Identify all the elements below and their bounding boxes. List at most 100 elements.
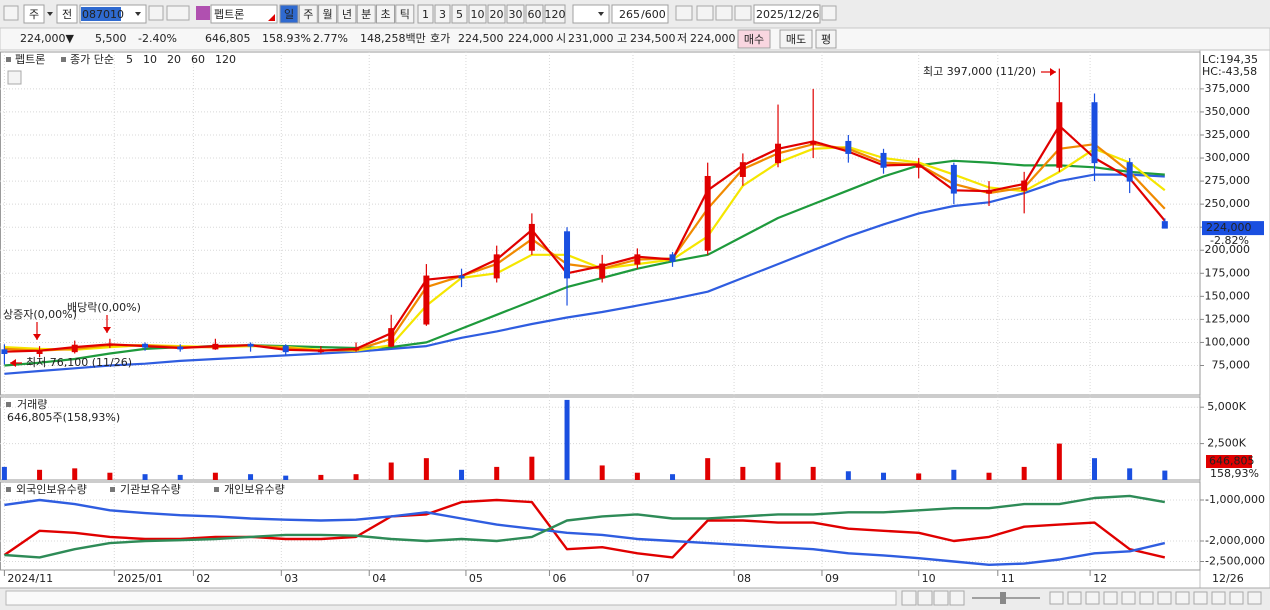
period-button: 주: [303, 8, 313, 21]
interval-button-box[interactable]: [544, 4, 566, 24]
x-tick-label: 08: [737, 572, 751, 585]
interval-button-box[interactable]: [451, 4, 468, 24]
scroll-track[interactable]: [5, 590, 897, 606]
stock-code: 087010: [82, 8, 124, 21]
market-box[interactable]: [23, 4, 45, 24]
candle-body: [704, 175, 711, 251]
scroll-button[interactable]: [933, 590, 949, 606]
quote-open: 231,000: [568, 32, 614, 45]
candle-body: [1056, 102, 1063, 168]
legend-bullet: [214, 487, 219, 492]
dropdown-arrow[interactable]: [47, 12, 53, 16]
interval-button-box[interactable]: [468, 4, 487, 24]
volume-bar: [1021, 466, 1027, 480]
legend-entry: 개인보유수량: [224, 483, 285, 496]
interval-select[interactable]: [572, 4, 610, 24]
scroll-button[interactable]: [917, 590, 933, 606]
candle-body: [282, 345, 289, 353]
market: 주: [29, 8, 39, 21]
search-icon[interactable]: [148, 5, 164, 21]
tool-button[interactable]: [1193, 591, 1208, 605]
volume-bar: [318, 474, 324, 480]
tool-button[interactable]: [1103, 591, 1118, 605]
period-button-box[interactable]: [337, 4, 357, 24]
tool-icon[interactable]: [675, 5, 693, 21]
name-box[interactable]: [210, 4, 278, 24]
tool-button[interactable]: [1157, 591, 1172, 605]
scope: 전: [62, 8, 72, 21]
period-button-box[interactable]: [376, 4, 395, 24]
tool-button[interactable]: [1121, 591, 1136, 605]
zoom-thumb[interactable]: [1000, 592, 1006, 604]
scroll-button[interactable]: [949, 590, 965, 606]
tool-button[interactable]: [1229, 591, 1244, 605]
x-tick-label: 12: [1093, 572, 1107, 585]
tool-icon[interactable]: [715, 5, 733, 21]
tool-button[interactable]: [1211, 591, 1226, 605]
y-tick-label: 350,000: [1205, 105, 1251, 118]
period-button-box[interactable]: [356, 4, 376, 24]
last-volume-box: [1206, 455, 1252, 468]
interval-button-box[interactable]: [506, 4, 525, 24]
interval-button-box[interactable]: [525, 4, 544, 24]
interval-button-box[interactable]: [487, 4, 506, 24]
tool-icon[interactable]: [734, 5, 752, 21]
interval-button: 1: [422, 8, 429, 21]
avg-button-box[interactable]: [815, 29, 837, 49]
legend-bullet: [6, 402, 11, 407]
interval-button-box[interactable]: [417, 4, 434, 24]
stock-type-icon[interactable]: [196, 6, 210, 20]
period-button-box[interactable]: [318, 4, 338, 24]
tool-button[interactable]: [1139, 591, 1154, 605]
candle-body: [880, 152, 887, 168]
dropdown-arrow[interactable]: [135, 12, 141, 16]
quote-turnover: 2.77%: [313, 32, 348, 45]
series-line: [4, 494, 1166, 559]
count-box[interactable]: [611, 4, 669, 24]
volume-bar: [353, 474, 359, 480]
quote-change-pct: -2.40%: [138, 32, 177, 45]
interval-button: 60: [528, 8, 542, 21]
icon[interactable]: [3, 5, 19, 21]
sell-button-box[interactable]: [779, 29, 813, 49]
date-box[interactable]: [753, 4, 821, 24]
volume-bar: [423, 458, 429, 480]
volume-bar: [881, 472, 887, 480]
tool-button[interactable]: [1175, 591, 1190, 605]
tool-icon[interactable]: [696, 5, 714, 21]
volume-bar: [916, 473, 922, 480]
sound-icon[interactable]: [166, 5, 190, 21]
last-price: 224,000: [1206, 221, 1252, 234]
calendar-icon[interactable]: [821, 5, 837, 21]
candle-body: [1091, 102, 1098, 164]
legend-ma-title: 종가 단순: [70, 53, 114, 66]
y-tick-label: 100,000: [1205, 335, 1251, 348]
period-button: 분: [361, 8, 371, 21]
buy-button: 매수: [744, 33, 764, 46]
tool-button[interactable]: [1067, 591, 1082, 605]
buy-button-box[interactable]: [737, 29, 771, 49]
period-button-box[interactable]: [279, 4, 299, 24]
legend-bullet: [110, 487, 115, 492]
candle-body: [915, 164, 922, 168]
scroll-button[interactable]: [901, 590, 917, 606]
x-tick-label: 06: [552, 572, 566, 585]
tool-button[interactable]: [1085, 591, 1100, 605]
volume-bar: [72, 468, 78, 480]
dropdown-arrow[interactable]: [598, 12, 604, 16]
volume-bar: [740, 466, 746, 480]
candle-body: [71, 344, 78, 353]
tool-button[interactable]: [1049, 591, 1064, 605]
scope-box[interactable]: [56, 4, 78, 24]
period-button-box[interactable]: [298, 4, 318, 24]
y-tick-label: 325,000: [1205, 128, 1251, 141]
period-button-box[interactable]: [395, 4, 415, 24]
volume-bar: [986, 472, 992, 480]
tool-button[interactable]: [1247, 591, 1262, 605]
candle-body: [1126, 162, 1133, 182]
calendar-button[interactable]: [7, 70, 22, 85]
quote-ask: 224,500: [458, 32, 504, 45]
y-tick-label: -1,000,000: [1205, 493, 1265, 506]
interval-button-box[interactable]: [434, 4, 451, 24]
